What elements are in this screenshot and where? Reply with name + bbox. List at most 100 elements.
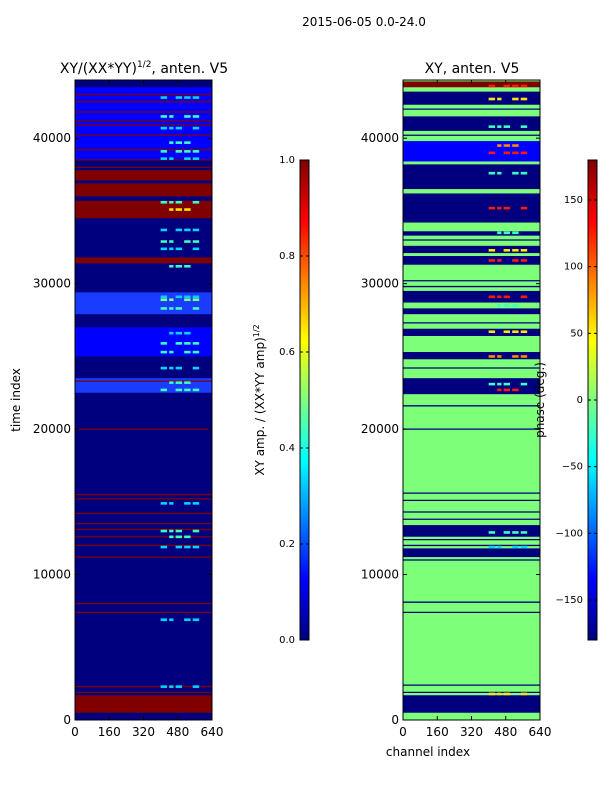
- amplitude-spot: [160, 157, 168, 160]
- phase-spot: [520, 171, 528, 175]
- amplitude-spot: [160, 247, 168, 251]
- phase-spot: [497, 355, 502, 358]
- panel-phase-title: XY, anten. V5: [425, 61, 520, 77]
- phase-band: [403, 308, 540, 315]
- amplitude-spot: [160, 350, 168, 354]
- phase-band: [403, 81, 540, 88]
- amplitude-xtick-label: 480: [166, 725, 189, 739]
- phase-spot: [520, 545, 528, 549]
- phase-band: [403, 328, 540, 336]
- amplitude-spot: [160, 545, 168, 549]
- amplitude-spot: [184, 115, 191, 118]
- amplitude-spot: [160, 366, 168, 370]
- amplitude-spot: [169, 126, 174, 130]
- amplitude-spot: [169, 208, 174, 211]
- amplitude-spot: [192, 240, 200, 243]
- phase-colorbar-label: phase (deg.): [533, 362, 547, 438]
- phase-band: [403, 378, 540, 395]
- phase-band: [403, 290, 540, 303]
- phase-spot: [497, 388, 502, 392]
- phase-spot: [488, 330, 496, 334]
- phase-spot: [503, 388, 511, 392]
- amplitude-band: [75, 231, 212, 238]
- amplitude-spot: [175, 307, 183, 310]
- figure-suptitle: 2015-06-05 0.0-24.0: [302, 15, 426, 29]
- amplitude-spot: [192, 200, 200, 204]
- phase-spot: [520, 330, 528, 334]
- phase-spot: [503, 231, 511, 235]
- amplitude-spot: [175, 264, 183, 268]
- amplitude-spot: [160, 298, 168, 302]
- phase-spot: [520, 97, 528, 101]
- phase-band: [403, 193, 540, 223]
- amplitude-spot: [175, 342, 183, 345]
- amplitude-ylabel: time index: [9, 368, 23, 432]
- amplitude-spot: [192, 685, 200, 688]
- amplitude-spot: [169, 529, 174, 533]
- phase-spot: [497, 231, 502, 235]
- amplitude-spot: [160, 96, 168, 99]
- amplitude-spot: [192, 247, 200, 251]
- phase-colorbar-tick-label: −50: [562, 462, 583, 473]
- amplitude-spot: [184, 388, 191, 392]
- amplitude-spot: [175, 247, 183, 251]
- amplitude-colorbar-tick-label: 0.0: [279, 635, 295, 646]
- amplitude-spot: [184, 331, 191, 335]
- panel-phase: XY, anten. V5 0 160 320 480 640 0 10000 20000 30…: [361, 61, 598, 759]
- amplitude-colorbar-tick-label: 0.8: [279, 251, 295, 262]
- phase-spot: [488, 382, 496, 386]
- phase-spot: [488, 125, 496, 128]
- amplitude-spot: [169, 685, 174, 688]
- phase-colorbar-tick-label: 50: [570, 328, 583, 339]
- amplitude-spot: [192, 545, 200, 549]
- amplitude-spot: [192, 228, 200, 232]
- phase-band: [403, 548, 540, 558]
- amplitude-spot: [184, 141, 191, 144]
- phase-spot: [497, 206, 502, 210]
- amplitude-spot: [160, 150, 168, 153]
- amplitude-spot: [175, 208, 183, 211]
- phase-spot: [488, 545, 496, 549]
- phase-spot: [512, 248, 519, 252]
- phase-spot: [488, 295, 496, 299]
- amplitude-spot: [184, 350, 191, 354]
- phase-spot: [512, 84, 519, 88]
- phase-band: [403, 256, 540, 265]
- phase-spot: [497, 382, 502, 386]
- amplitude-spot: [184, 298, 191, 302]
- amplitude-band: [75, 327, 212, 357]
- amplitude-spot: [184, 618, 191, 622]
- phase-ytick-label: 30000: [361, 277, 399, 291]
- amplitude-spot: [160, 200, 168, 204]
- phase-band: [403, 245, 540, 254]
- phase-spot: [488, 248, 496, 252]
- amplitude-spot: [184, 150, 191, 153]
- amplitude-ytick-label: 10000: [33, 568, 71, 582]
- amplitude-spot: [160, 618, 168, 622]
- phase-spot: [488, 692, 496, 696]
- phase-spot: [497, 144, 502, 147]
- phase-heatmap: [403, 80, 540, 720]
- amplitude-xtick-label: 0: [71, 725, 79, 739]
- phase-spot: [503, 692, 511, 696]
- phase-band: [403, 352, 540, 360]
- amplitude-spot: [184, 381, 191, 384]
- phase-colorbar-tick-label: 150: [564, 195, 583, 206]
- amplitude-spot: [184, 228, 191, 232]
- phase-band: [403, 231, 540, 236]
- amplitude-colorbar-ticks: 0.0 0.2 0.4 0.6 0.8 1.0: [279, 155, 309, 646]
- amplitude-spot: [192, 115, 200, 118]
- amplitude-spot: [169, 350, 174, 354]
- phase-spot: [488, 97, 496, 101]
- phase-spot: [512, 304, 519, 307]
- phase-band: [403, 116, 540, 131]
- phase-spot: [512, 151, 519, 155]
- amplitude-colorbar-label: XY amp. / (XX*YY amp)1/2: [252, 324, 267, 475]
- amplitude-spot: [184, 157, 191, 160]
- phase-spot: [512, 231, 519, 235]
- phase-spot: [488, 171, 496, 175]
- phase-spot: [497, 304, 502, 307]
- amplitude-spot: [160, 342, 168, 345]
- amplitude-spot: [192, 342, 200, 345]
- amplitude-spot: [160, 228, 168, 232]
